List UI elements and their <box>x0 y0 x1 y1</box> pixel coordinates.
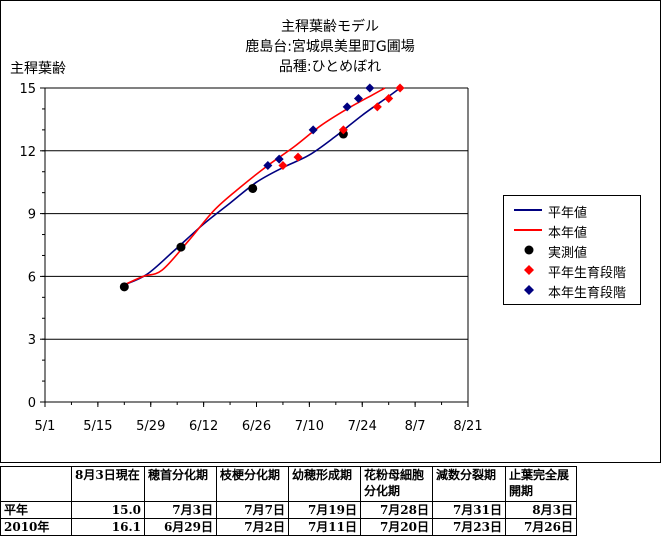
table-cell: 7月31日 <box>432 501 506 519</box>
x-tick-label: 5/15 <box>83 419 112 434</box>
growth-stage-table: 8月3日現在 穂首分化期 枝梗分化期 幼穂形成期 花粉母細胞分化期 減数分裂期 … <box>0 466 577 536</box>
x-tick-label: 8/7 <box>405 419 426 434</box>
table-cell: 7月3日 <box>144 501 217 519</box>
x-tick-label: 6/26 <box>242 419 271 434</box>
legend-item-normal-stage: 平年生育段階 <box>504 260 640 281</box>
legend-label: 平年生育段階 <box>548 266 627 281</box>
legend-label: 実測値 <box>548 246 588 261</box>
legend-item-current-line: 本年値 <box>504 220 640 241</box>
legend-line-red-icon <box>514 229 542 231</box>
legend-label: 平年値 <box>548 206 588 221</box>
x-tick-label: 7/10 <box>295 419 324 434</box>
data-point-stage <box>278 160 288 170</box>
legend-item-current-stage: 本年生育段階 <box>504 280 640 301</box>
table-cell: 7月28日 <box>360 501 433 519</box>
data-point-stage <box>353 93 363 103</box>
data-point-stage <box>384 93 394 103</box>
x-tick-label: 5/1 <box>35 419 56 434</box>
table-row: 平年 15.0 7月3日 7月7日 7月19日 7月28日 7月31日 8月3日 <box>0 501 577 519</box>
data-point-stage <box>293 152 303 162</box>
legend-circle-black-icon <box>524 245 534 255</box>
y-tick-label: 12 <box>19 145 36 160</box>
x-tick-label: 7/24 <box>348 419 377 434</box>
data-point-measured <box>119 282 129 292</box>
table-cell: 15.0 <box>71 501 145 519</box>
row-label: 2010年 <box>0 518 72 536</box>
table-cell: 7月11日 <box>288 518 361 536</box>
data-point-stage <box>308 125 318 135</box>
data-point-measured <box>176 242 186 252</box>
leaf-age-chart: 0 3 6 9 12 15 5/1 5/15 5/29 6/12 6/26 7/10 7/24 8/7 8/… <box>10 61 483 434</box>
table-cell: 7月7日 <box>216 501 289 519</box>
data-point-stage <box>338 125 348 135</box>
table-cell: 7月2日 <box>216 518 289 536</box>
table-cell: 8月3日 <box>505 501 577 519</box>
table-cell: 7月23日 <box>432 518 506 536</box>
data-point-stage <box>365 83 375 93</box>
data-point-stage <box>372 102 382 112</box>
legend-line-navy-icon <box>514 209 542 211</box>
legend-label: 本年生育段階 <box>548 286 627 301</box>
legend-item-normal-line: 平年値 <box>504 200 640 221</box>
chart-frame <box>0 0 661 463</box>
table-cell: 7月20日 <box>360 518 433 536</box>
row-label: 平年 <box>0 501 72 519</box>
table-header: 穂首分化期 <box>144 466 217 502</box>
table-row: 2010年 16.1 6月29日 7月2日 7月11日 7月20日 7月23日 … <box>0 518 577 536</box>
table-header-row: 8月3日現在 穂首分化期 枝梗分化期 幼穂形成期 花粉母細胞分化期 減数分裂期 … <box>0 466 577 502</box>
table-cell: 7月26日 <box>505 518 577 536</box>
chart-subtitle-location: 鹿島台:宮城県美里町G圃場 <box>245 39 415 55</box>
table-header: 花粉母細胞分化期 <box>360 466 433 502</box>
table-header: 枝梗分化期 <box>216 466 289 502</box>
x-tick-label: 8/21 <box>453 419 482 434</box>
data-point-measured <box>248 183 258 193</box>
x-tick-label: 5/29 <box>136 419 165 434</box>
chart-legend: 平年値 本年値 実測値 平年生育段階 本年生育段階 <box>503 195 641 305</box>
y-tick-label: 0 <box>28 396 36 411</box>
legend-item-measured: 実測値 <box>504 240 640 261</box>
data-point-stage <box>263 160 273 170</box>
legend-label: 本年値 <box>548 226 588 241</box>
y-tick-label: 3 <box>28 333 36 348</box>
y-tick-label: 15 <box>19 82 36 97</box>
data-point-stage <box>274 154 284 164</box>
x-tick-label: 6/12 <box>189 419 218 434</box>
table-header: 8月3日現在 <box>71 466 145 502</box>
legend-diamond-navy-icon <box>524 285 534 295</box>
legend-diamond-red-icon <box>524 265 534 275</box>
table-header: 幼穂形成期 <box>288 466 361 502</box>
table-corner-cell <box>0 466 72 502</box>
table-cell: 6月29日 <box>144 518 217 536</box>
y-tick-label: 9 <box>28 208 36 223</box>
chart-title: 主稈葉齢モデル <box>281 19 379 35</box>
y-axis-label: 主稈葉齢 <box>10 61 66 77</box>
table-header: 減数分裂期 <box>432 466 506 502</box>
series-line-0 <box>123 87 401 286</box>
table-cell: 16.1 <box>71 518 145 536</box>
table-header: 止葉完全展開期 <box>505 466 577 502</box>
data-point-stage <box>342 102 352 112</box>
table-cell: 7月19日 <box>288 501 361 519</box>
y-tick-label: 6 <box>28 270 36 285</box>
chart-subtitle-variety: 品種:ひとめぼれ <box>278 59 382 75</box>
data-point-stage <box>395 83 405 93</box>
